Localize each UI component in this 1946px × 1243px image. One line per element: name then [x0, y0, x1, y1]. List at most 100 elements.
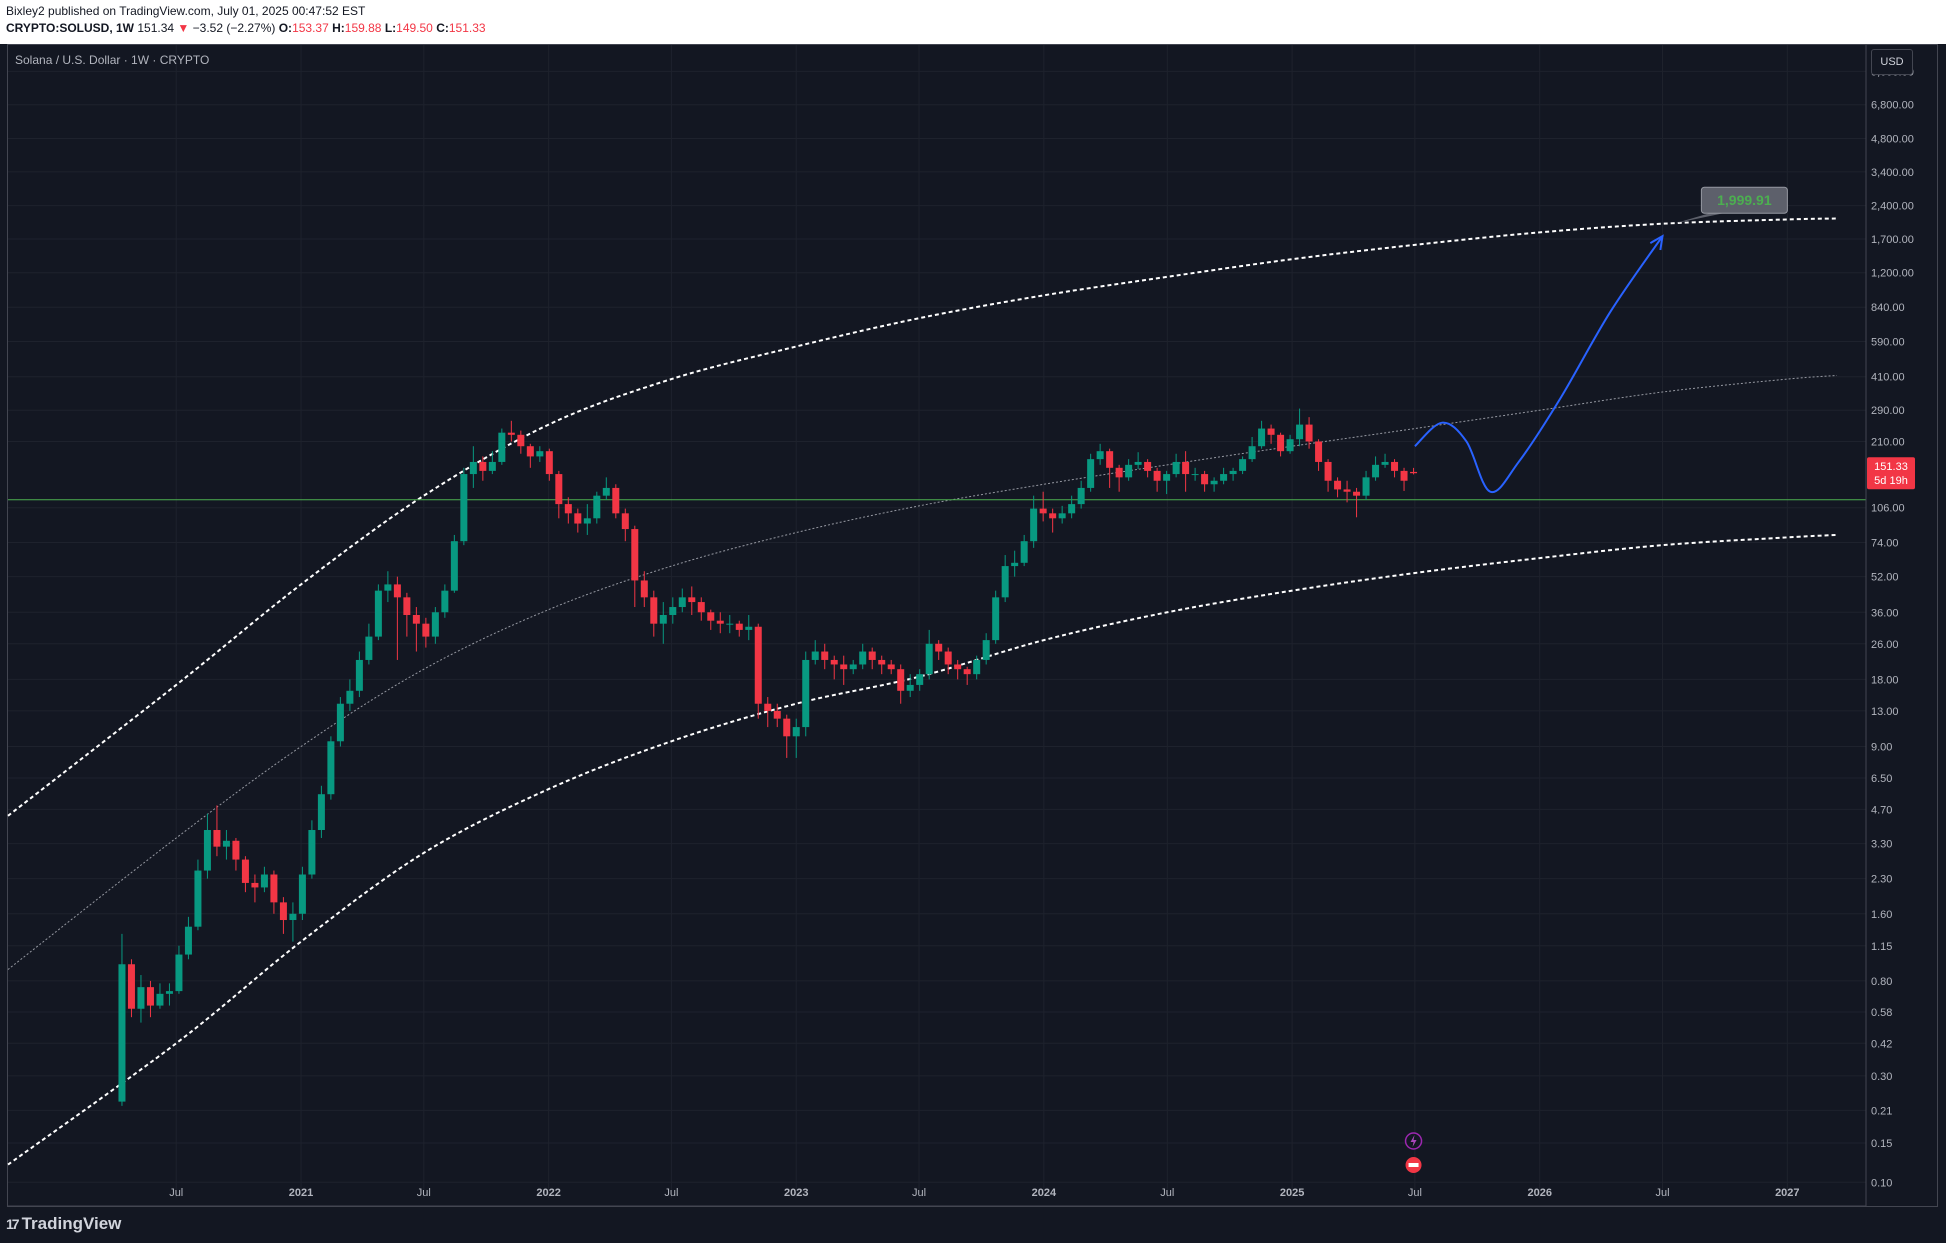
candle-body [821, 651, 829, 660]
candle-body [412, 614, 420, 624]
candle [194, 859, 202, 931]
y-tick-label: 26.00 [1871, 639, 1899, 651]
candle-body [1030, 508, 1038, 542]
high-value: 159.88 [344, 21, 382, 35]
y-tick-label: 13.00 [1871, 706, 1899, 718]
candle [716, 612, 724, 634]
candle [954, 659, 962, 680]
symbol-title: Solana / U.S. Dollar · 1W · CRYPTO [15, 53, 210, 67]
candle-body [1020, 541, 1028, 563]
candle-body [602, 487, 610, 496]
candle-body [1011, 562, 1019, 567]
candle-body [1049, 513, 1057, 519]
candle-body [1248, 446, 1256, 460]
candle-body [631, 529, 639, 581]
channel-middle-line [7, 375, 1837, 970]
candle-body [963, 669, 971, 675]
candle-body [1258, 428, 1266, 447]
candle [137, 975, 145, 1023]
candle [1305, 417, 1313, 449]
candle [346, 679, 354, 711]
candle-body [450, 541, 458, 591]
projection-arrow-icon [1649, 234, 1664, 251]
candle-body [973, 659, 981, 675]
candle-body [802, 659, 810, 728]
candle-body [1068, 504, 1076, 514]
last-price: 151.34 [137, 21, 175, 35]
candle [1030, 495, 1038, 548]
candle-body [203, 830, 211, 871]
candle-body [935, 643, 943, 652]
candle-body [536, 451, 544, 457]
candle [564, 497, 572, 524]
candle [593, 491, 601, 524]
y-tick-label: 9.00 [1871, 742, 1892, 754]
candle-body [1391, 461, 1399, 471]
candle-body [165, 991, 173, 994]
candle [374, 584, 382, 641]
candle-body [982, 640, 990, 660]
candle-body [393, 584, 401, 598]
candle [1267, 424, 1275, 444]
candle-body [849, 664, 857, 670]
annotations: 1,999.91 [1404, 186, 1788, 1173]
candle [213, 805, 221, 857]
candle-body [355, 659, 363, 691]
candle [1096, 443, 1104, 465]
target-label: 1,999.91 [1717, 192, 1772, 208]
candle-body [773, 710, 781, 719]
candle [621, 508, 629, 542]
candle-body [868, 651, 876, 660]
candle [925, 629, 933, 680]
channel-upper-line [7, 217, 1837, 817]
candle-body [783, 718, 791, 737]
change-value: −3.52 (−2.27%) [192, 21, 276, 35]
candle [1191, 467, 1199, 481]
currency-button[interactable]: USD [1871, 49, 1913, 75]
candle-body [830, 659, 838, 665]
candle [203, 813, 211, 879]
candle-body [707, 612, 715, 621]
candle-body [1077, 487, 1085, 505]
tradingview-logo[interactable]: 17 TradingView [6, 1214, 121, 1234]
candle-body [1106, 451, 1114, 468]
candle-body [906, 684, 914, 691]
channel-lines [7, 217, 1866, 1166]
candle [887, 659, 895, 675]
candle [279, 897, 287, 934]
x-tick-label: 2024 [1032, 1187, 1057, 1199]
brand-name: TradingView [21, 1214, 122, 1233]
candle [897, 664, 905, 704]
chart-frame[interactable] [7, 44, 1938, 1207]
y-tick-label: 36.00 [1871, 607, 1899, 619]
candle [1391, 459, 1399, 478]
x-tick-label: Jul [1408, 1187, 1422, 1199]
candle-body [1400, 470, 1408, 481]
candle-body [1125, 464, 1133, 478]
candle [1077, 480, 1085, 509]
candle-body [735, 623, 743, 630]
candle-body [431, 612, 439, 637]
candle [1334, 477, 1342, 498]
candle [498, 428, 506, 465]
candle-body [422, 623, 430, 637]
candle [1229, 467, 1237, 481]
x-tick-label: 2022 [536, 1187, 560, 1199]
close-label: C: [436, 21, 449, 35]
candle [469, 446, 477, 488]
y-tick-label: 6.50 [1871, 773, 1892, 785]
candle [1039, 491, 1047, 522]
candle-body [222, 840, 230, 847]
candle [783, 714, 791, 758]
candle [773, 703, 781, 728]
y-tick-label: 106.00 [1871, 503, 1905, 515]
candle [317, 785, 325, 838]
candle [156, 983, 164, 1009]
candle [450, 534, 458, 593]
candle-body [764, 703, 772, 711]
candle-body [593, 495, 601, 519]
channel-lower-line [7, 533, 1837, 1166]
candle-body [1163, 474, 1171, 481]
low-value: 149.50 [396, 21, 433, 35]
